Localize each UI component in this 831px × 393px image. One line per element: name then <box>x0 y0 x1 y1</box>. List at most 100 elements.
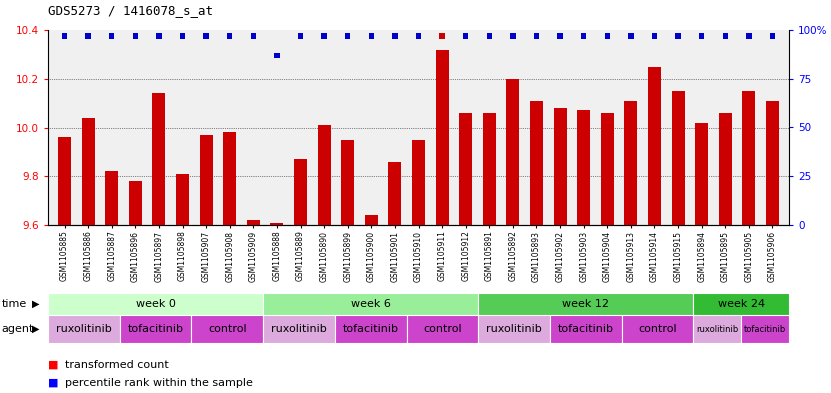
Point <box>483 33 496 39</box>
Text: control: control <box>638 324 676 334</box>
Bar <box>624 101 637 225</box>
Point <box>412 33 425 39</box>
Text: ▶: ▶ <box>32 299 39 309</box>
Bar <box>479 315 550 343</box>
Bar <box>199 135 213 225</box>
Text: ruxolitinib: ruxolitinib <box>696 325 739 334</box>
Text: tofacitinib: tofacitinib <box>744 325 786 334</box>
Bar <box>406 315 479 343</box>
Point <box>199 33 213 39</box>
Point <box>341 33 354 39</box>
Bar <box>693 293 789 315</box>
Bar <box>317 125 331 225</box>
Text: ruxolitinib: ruxolitinib <box>56 324 111 334</box>
Bar <box>506 79 519 225</box>
Bar <box>247 220 260 225</box>
Bar <box>263 293 479 315</box>
Point <box>365 33 378 39</box>
Bar <box>152 94 165 225</box>
Bar <box>263 315 335 343</box>
Bar <box>191 315 263 343</box>
Point <box>58 33 71 39</box>
Bar <box>578 110 590 225</box>
Text: week 6: week 6 <box>351 299 391 309</box>
Point <box>719 33 732 39</box>
Point <box>506 33 519 39</box>
Bar <box>120 315 191 343</box>
Point <box>223 33 236 39</box>
Text: control: control <box>208 324 247 334</box>
Text: tofacitinib: tofacitinib <box>128 324 184 334</box>
Bar <box>766 101 779 225</box>
Bar <box>129 181 142 225</box>
Bar <box>365 215 378 225</box>
Point <box>176 33 189 39</box>
Text: ruxolitinib: ruxolitinib <box>271 324 327 334</box>
Bar <box>696 123 708 225</box>
Bar <box>693 315 741 343</box>
Bar <box>479 293 693 315</box>
Bar <box>335 315 406 343</box>
Point <box>695 33 708 39</box>
Bar <box>58 137 71 225</box>
Bar <box>81 118 95 225</box>
Text: ■: ■ <box>48 378 58 388</box>
Bar <box>48 293 263 315</box>
Bar <box>294 159 307 225</box>
Bar <box>671 91 685 225</box>
Text: ■: ■ <box>48 360 58 370</box>
Bar <box>270 222 283 225</box>
Text: agent: agent <box>2 324 34 334</box>
Point <box>294 33 307 39</box>
Bar <box>224 132 236 225</box>
Bar <box>742 91 755 225</box>
Point <box>129 33 142 39</box>
Text: GDS5273 / 1416078_s_at: GDS5273 / 1416078_s_at <box>48 4 213 17</box>
Bar <box>741 315 789 343</box>
Bar <box>530 101 543 225</box>
Point <box>459 33 472 39</box>
Bar <box>342 140 354 225</box>
Bar <box>550 315 622 343</box>
Bar <box>483 113 496 225</box>
Text: week 24: week 24 <box>718 299 765 309</box>
Point <box>742 33 755 39</box>
Text: control: control <box>423 324 462 334</box>
Bar <box>106 171 118 225</box>
Bar <box>622 315 693 343</box>
Point <box>81 33 95 39</box>
Point <box>577 33 590 39</box>
Bar <box>48 315 120 343</box>
Point <box>553 33 567 39</box>
Bar <box>553 108 567 225</box>
Text: time: time <box>2 299 27 309</box>
Bar <box>435 50 449 225</box>
Text: tofacitinib: tofacitinib <box>342 324 399 334</box>
Text: transformed count: transformed count <box>65 360 169 370</box>
Text: week 0: week 0 <box>135 299 175 309</box>
Point <box>648 33 661 39</box>
Text: ruxolitinib: ruxolitinib <box>486 324 542 334</box>
Point <box>270 52 283 59</box>
Bar <box>460 113 472 225</box>
Point <box>530 33 543 39</box>
Point <box>317 33 331 39</box>
Point <box>105 33 118 39</box>
Bar <box>719 113 732 225</box>
Point <box>247 33 260 39</box>
Bar <box>388 162 401 225</box>
Bar <box>648 66 661 225</box>
Point <box>152 33 165 39</box>
Text: percentile rank within the sample: percentile rank within the sample <box>65 378 253 388</box>
Point <box>388 33 401 39</box>
Text: tofacitinib: tofacitinib <box>558 324 614 334</box>
Point <box>671 33 685 39</box>
Bar <box>176 174 189 225</box>
Point <box>766 33 779 39</box>
Bar <box>601 113 614 225</box>
Point <box>435 33 449 39</box>
Point <box>624 33 637 39</box>
Text: week 12: week 12 <box>563 299 609 309</box>
Text: ▶: ▶ <box>32 324 39 334</box>
Point <box>601 33 614 39</box>
